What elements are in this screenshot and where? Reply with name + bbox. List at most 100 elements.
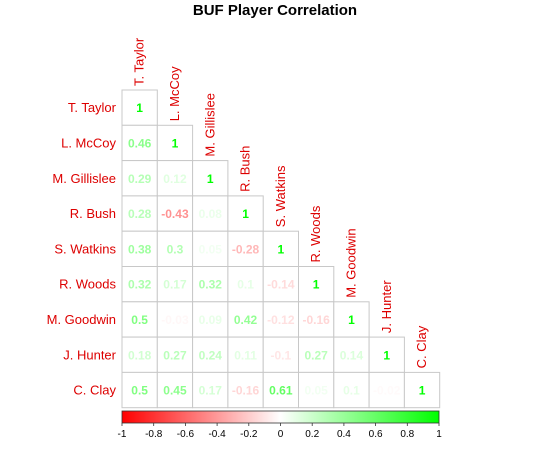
- heatmap-cell: [368, 336, 405, 373]
- column-label: J. Hunter: [379, 280, 394, 333]
- cell-value-label: 1: [383, 348, 390, 362]
- column-label: R. Woods: [308, 205, 323, 262]
- row-label: M. Goodwin: [47, 312, 116, 327]
- heatmap-cell: [262, 266, 300, 303]
- heatmap-cell: [227, 266, 264, 303]
- cell-value-label: 1: [348, 313, 355, 327]
- cell-value-label: -0.1: [271, 348, 292, 362]
- cell-value-label: 0.46: [128, 136, 152, 150]
- row-label: C. Clay: [73, 383, 116, 398]
- color-scale-tick-label: -1: [118, 429, 127, 440]
- row-label: M. Gillislee: [52, 171, 116, 186]
- cell-value-label: -0.12: [267, 313, 295, 327]
- heatmap-cell: [192, 336, 229, 373]
- cell-value-label: 1: [207, 172, 214, 186]
- cell-value-label: 1: [242, 207, 249, 221]
- row-label: L. McCoy: [61, 135, 116, 150]
- column-label: R. Bush: [238, 146, 253, 192]
- heatmap-cell: [156, 301, 194, 338]
- color-scale-tick-label: -0.2: [240, 429, 258, 440]
- color-scale-bar: [121, 410, 440, 424]
- heatmap-cell: [227, 195, 264, 232]
- cell-value-label: 0.14: [340, 348, 364, 362]
- heatmap-cell: [192, 160, 229, 197]
- cell-value-label: 1: [278, 242, 285, 256]
- color-scale-tick-label: -0.4: [208, 429, 226, 440]
- cell-value-label: 0.38: [128, 242, 152, 256]
- cell-value-label: 0.09: [199, 313, 223, 327]
- column-label: S. Watkins: [273, 165, 288, 227]
- color-scale-tick-label: 0.4: [337, 429, 351, 440]
- heatmap-cell: [156, 266, 194, 303]
- cell-value-label: 0.27: [304, 348, 328, 362]
- cell-value-label: -0.16: [232, 384, 260, 398]
- cell-value-label: 0.05: [199, 242, 223, 256]
- cell-value-label: 1: [419, 384, 426, 398]
- column-labels: T. Taylor L. McCoy M. Gillislee R. Bush S. W…: [132, 37, 429, 368]
- heatmap-cell: [403, 371, 441, 409]
- row-label: T. Taylor: [68, 100, 117, 115]
- heatmap-cell: [121, 89, 158, 126]
- color-scale-tick-label: 0.6: [369, 429, 383, 440]
- cell-value-label: 0.1: [343, 384, 360, 398]
- heatmap-cell: [121, 266, 158, 303]
- heatmap-cell: [156, 195, 194, 232]
- cell-value-label: 0.18: [128, 348, 152, 362]
- color-scale-tick-label: 0.2: [305, 429, 319, 440]
- heatmap-cell: [121, 124, 158, 162]
- row-label: S. Watkins: [54, 241, 116, 256]
- heatmap-cell: [121, 301, 158, 338]
- cell-value-label: 0.45: [163, 384, 187, 398]
- cell-value-label: -0.43: [161, 207, 189, 221]
- cell-value-label: 0.61: [269, 384, 293, 398]
- row-labels: T. Taylor L. McCoy M. Gillislee R. Bush S. W…: [47, 100, 117, 397]
- cell-value-label: 0.24: [199, 348, 223, 362]
- cell-value-label: 0.17: [163, 278, 187, 292]
- heatmap-cell: [121, 336, 158, 373]
- cell-value-label: 0.29: [128, 172, 152, 186]
- chart-title: BUF Player Correlation: [193, 2, 357, 19]
- cell-value-label: 0.05: [304, 384, 328, 398]
- cell-value-label: 0.08: [199, 207, 223, 221]
- cell-value-label: 1: [313, 278, 320, 292]
- cell-value-label: 0.5: [131, 384, 148, 398]
- cell-value-label: -0.14: [267, 278, 295, 292]
- cell-value-label: 1: [136, 101, 143, 115]
- cell-value-label: 0.11: [234, 348, 257, 362]
- column-label: M. Goodwin: [343, 228, 358, 297]
- color-scale-tick-label: -0.8: [145, 429, 163, 440]
- column-label: T. Taylor: [132, 37, 147, 86]
- cell-value-label: 0.42: [234, 313, 258, 327]
- heatmap-cell: [192, 266, 229, 303]
- cell-value-label: 0.32: [199, 278, 223, 292]
- row-label: R. Bush: [70, 206, 116, 221]
- row-label: J. Hunter: [63, 347, 116, 362]
- color-scale-tick-label: 1: [436, 429, 442, 440]
- cell-value-label: 0.5: [131, 313, 148, 327]
- cell-value-label: 0.12: [163, 172, 187, 186]
- column-label: L. McCoy: [167, 66, 182, 121]
- cell-value-label: 1: [172, 136, 179, 150]
- cell-value-label: -0.28: [232, 242, 260, 256]
- heatmap-cell: [298, 301, 335, 338]
- cell-value-label: -0.03: [161, 313, 189, 327]
- heatmap-cells: 1 0.46 1 0.29 0.12 1 0.28 -0.43 0.08 1 0.38 0.3 0.05…: [121, 89, 441, 409]
- heatmap-cell: [227, 230, 264, 267]
- color-scale-legend: -1 -0.8 -0.6 -0.4 -0.2 0 0.2 0.4 0.6 0.8 1: [118, 410, 442, 440]
- heatmap-cell: [298, 266, 335, 303]
- cell-value-label: 0.32: [128, 278, 152, 292]
- heatmap-cell: [333, 301, 370, 338]
- column-label: M. Gillislee: [202, 93, 217, 157]
- cell-value-label: 0.3: [167, 242, 184, 256]
- cell-value-label: 0.27: [163, 348, 187, 362]
- heatmap-cell: [121, 371, 158, 409]
- heatmap-cell: [298, 371, 335, 409]
- heatmap-cell: [156, 371, 194, 409]
- heatmap-cell: [262, 371, 300, 409]
- column-label: C. Clay: [414, 325, 429, 368]
- heatmap-cell: [227, 371, 264, 409]
- cell-value-label: 0.28: [128, 207, 152, 221]
- cell-value-label: 0.17: [199, 384, 223, 398]
- cell-value-label: -0.02: [373, 384, 401, 398]
